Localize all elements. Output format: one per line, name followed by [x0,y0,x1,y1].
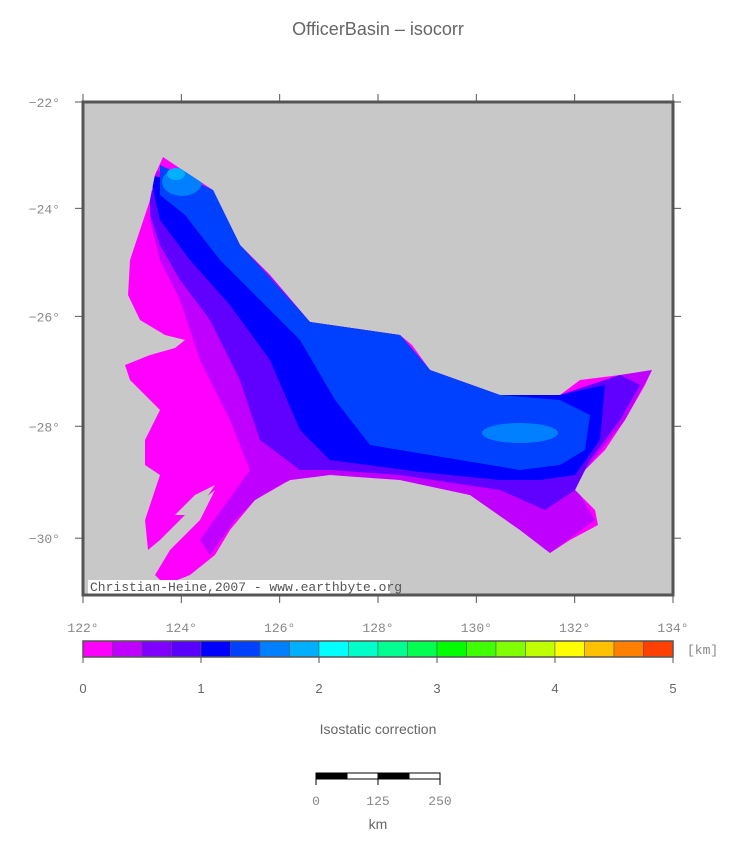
color-swatch [407,640,438,658]
color-swatch [289,640,320,658]
colorbar-tick-label: 5 [669,681,676,696]
color-swatch [466,640,497,658]
lon-label: 130° [461,621,492,636]
color-swatch [82,640,113,658]
color-swatch [584,640,615,658]
scalebar-segment [346,772,379,780]
lon-label: 128° [362,621,393,636]
scalebar-unit: km [369,816,388,832]
axes: 122° 124° 126° 128° 130° 132° 134° −22° −24° −26°… [29,94,689,636]
color-swatch [200,640,231,658]
color-swatch [643,640,674,658]
scalebar-segment [315,772,348,780]
colorbar-frame [82,640,674,658]
color-swatch [112,640,143,658]
colorbar-tick-label: 0 [79,681,86,696]
lon-label: 126° [264,621,295,636]
colorbar-tick-label: 1 [197,681,204,696]
zone [167,168,185,180]
lon-label: 122° [67,621,98,636]
color-swatch [348,640,379,658]
lon-label: 132° [559,621,590,636]
color-swatch [495,640,526,658]
title: OfficerBasin – isocorr [292,19,464,39]
color-swatch [171,640,202,658]
colorbar-tick-label: 3 [433,681,440,696]
zone [160,165,590,470]
scalebar-segment [408,772,441,780]
lon-label: 134° [657,621,688,636]
colorbar-tick-label: 2 [315,681,322,696]
scalebar-segment [377,772,410,780]
scalebar-label: 0 [312,794,320,809]
color-swatch [377,640,408,658]
colorbar-tick-label: 4 [551,681,558,696]
lat-label: −30° [29,532,60,547]
color-swatch [525,640,556,658]
scalebar-label: 250 [428,794,451,809]
colorbar: 0 1 2 3 4 5 [79,640,677,696]
color-swatch [613,640,644,658]
color-swatch [318,640,349,658]
color-swatch [259,640,290,658]
lat-label: −28° [29,420,60,435]
color-swatch [436,640,467,658]
scalebar-label: 125 [366,794,389,809]
scalebar: 0 125 250 [312,772,452,809]
colorbar-unit: [km] [687,643,718,658]
color-swatch [141,640,172,658]
credit-background [88,580,390,594]
map-hole [175,485,215,515]
colorbar-label: Isostatic correction [320,721,437,737]
color-swatch [554,640,585,658]
zone [482,423,558,443]
lat-label: −24° [29,202,60,217]
lon-label: 124° [166,621,197,636]
color-swatch [230,640,261,658]
lat-label: −22° [29,96,60,111]
credit: Christian-Heine,2007 - www.earthbyte.org [90,580,402,595]
lat-label: −26° [29,310,60,325]
